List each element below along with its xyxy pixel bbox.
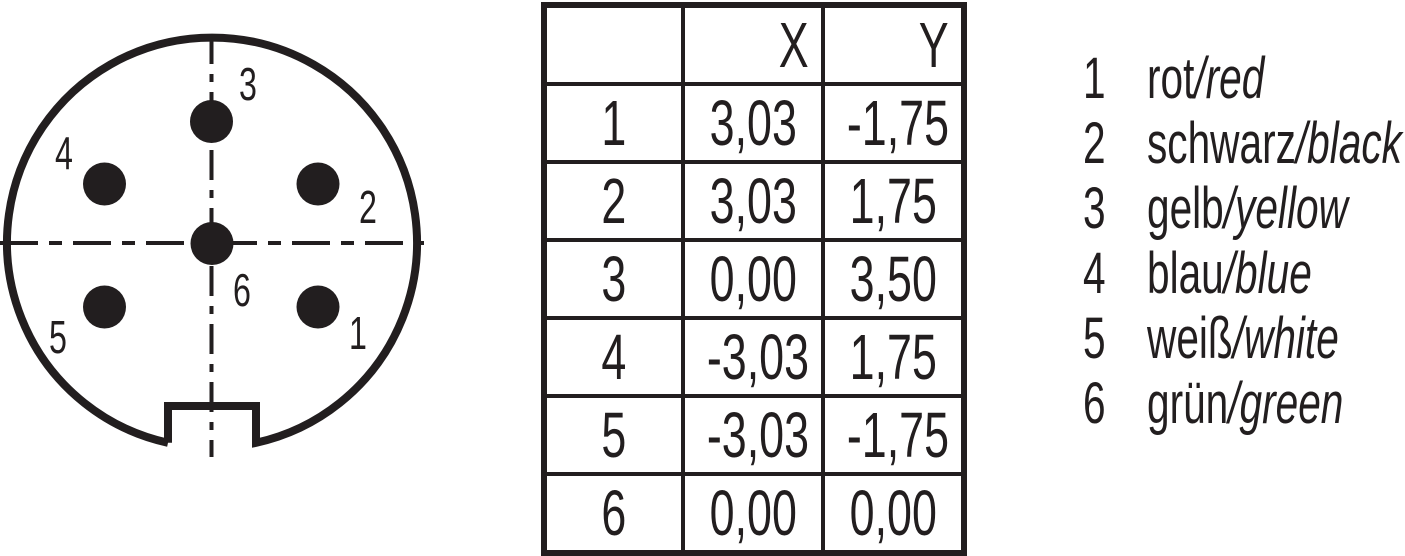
legend-color-label: gelb/yellow — [1147, 175, 1405, 242]
cell-pin: 6 — [542, 472, 685, 555]
legend-color-label: blau/blue — [1147, 240, 1382, 307]
cell-pin: 3 — [542, 238, 685, 320]
pin-5 — [83, 285, 126, 329]
cell-x: 0,00 — [681, 472, 825, 555]
table-row: 6 0,00 0,00 — [542, 472, 966, 555]
color-name-de: weiß — [1147, 306, 1233, 371]
pin-3 — [190, 100, 233, 143]
legend-item: 4 blau/blue — [1083, 241, 1405, 306]
legend-pin-number: 6 — [1083, 371, 1106, 436]
pin-2 — [296, 162, 340, 206]
cell-y: 1,75 — [821, 160, 966, 242]
table-row: 4 -3,03 1,75 — [542, 316, 966, 398]
table-row: 2 3,03 1,75 — [542, 160, 966, 242]
pin-label-6: 6 — [233, 265, 251, 316]
header-y: Y — [821, 3, 966, 86]
cell-pin: 2 — [542, 160, 685, 242]
pin-1 — [296, 285, 340, 329]
connector-face-diagram: 3 4 2 6 5 1 — [0, 33, 424, 457]
cell-y: 3,50 — [821, 238, 966, 320]
pin-coordinates-table: X Y 1 3,03 -1,75 2 3,03 1,75 3 0,00 3,50… — [541, 2, 967, 556]
color-name-de: schwarz — [1147, 111, 1296, 176]
legend-item: 1 rot/red — [1083, 46, 1405, 111]
table-row: 3 0,00 3,50 — [542, 238, 966, 320]
wire-color-legend: 1 rot/red 2 schwarz/black 3 gelb/yellow … — [1083, 46, 1405, 436]
pin-label-3: 3 — [239, 59, 257, 110]
legend-color-label: schwarz/black — [1147, 110, 1405, 177]
pin-6 — [190, 222, 234, 265]
cell-y: -1,75 — [821, 82, 966, 164]
color-name-de: rot — [1147, 46, 1195, 111]
legend-item: 2 schwarz/black — [1083, 111, 1405, 176]
pin-label-5: 5 — [49, 312, 67, 363]
legend-item: 5 weiß/white — [1083, 306, 1405, 371]
header-x: X — [681, 3, 825, 86]
legend-item: 3 gelb/yellow — [1083, 176, 1405, 241]
legend-color-label: weiß/white — [1147, 305, 1405, 372]
header-empty — [542, 3, 685, 86]
cell-y: 0,00 — [821, 472, 966, 555]
color-name-de: gelb — [1147, 176, 1224, 241]
color-name-en: /black — [1295, 111, 1402, 176]
pin-label-1: 1 — [349, 308, 367, 359]
cell-x: 3,03 — [681, 82, 825, 164]
legend-pin-number: 5 — [1083, 306, 1106, 371]
legend-pin-number: 3 — [1083, 176, 1106, 241]
cell-pin: 4 — [542, 316, 685, 398]
color-name-en: /yellow — [1223, 176, 1348, 241]
legend-color-label: rot/red — [1147, 45, 1315, 112]
cell-pin: 1 — [542, 82, 685, 164]
cell-x: -3,03 — [681, 394, 825, 476]
color-name-en: /white — [1232, 306, 1339, 371]
cell-x: -3,03 — [681, 316, 825, 398]
legend-pin-number: 1 — [1083, 46, 1106, 111]
pin-label-2: 2 — [359, 182, 377, 233]
cell-pin: 5 — [542, 394, 685, 476]
legend-pin-number: 2 — [1083, 111, 1106, 176]
pin-4 — [83, 162, 126, 206]
cell-y: 1,75 — [821, 316, 966, 398]
color-name-en: /green — [1228, 371, 1344, 436]
cell-y: -1,75 — [821, 394, 966, 476]
table-row: 5 -3,03 -1,75 — [542, 394, 966, 476]
pin-label-4: 4 — [55, 128, 73, 179]
cell-x: 3,03 — [681, 160, 825, 242]
color-name-en: /red — [1194, 46, 1265, 111]
table-row: 1 3,03 -1,75 — [542, 82, 966, 164]
table-header-row: X Y — [542, 3, 966, 86]
connector-outline — [3, 33, 421, 448]
legend-color-label: grün/green — [1147, 370, 1405, 437]
color-name-en: /blue — [1223, 241, 1312, 306]
cell-x: 0,00 — [681, 238, 825, 320]
color-name-de: grün — [1147, 371, 1229, 436]
legend-item: 6 grün/green — [1083, 371, 1405, 436]
legend-pin-number: 4 — [1083, 241, 1106, 306]
color-name-de: blau — [1147, 241, 1224, 306]
